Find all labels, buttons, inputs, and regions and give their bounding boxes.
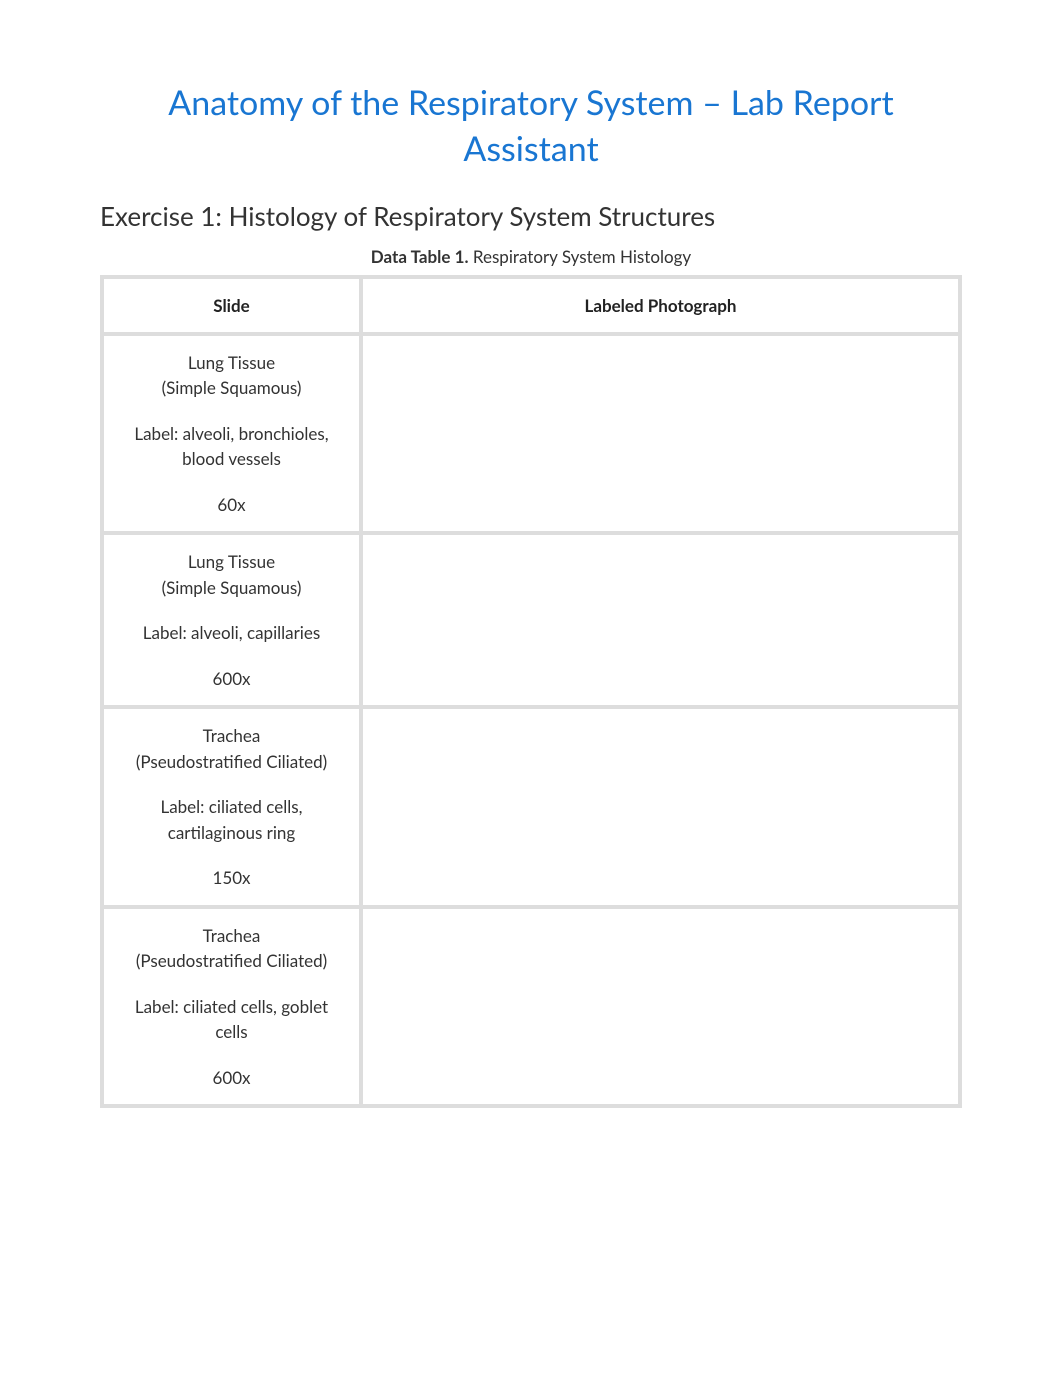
slide-label: Label: ciliated cells, cartilaginous rin…: [124, 794, 339, 845]
column-header-photo: Labeled Photograph: [363, 279, 958, 332]
table-header-row: Slide Labeled Photograph: [104, 279, 958, 332]
slide-label: Label: ciliated cells, goblet cells: [124, 994, 339, 1045]
slide-name: Lung Tissue: [124, 350, 339, 376]
table-caption-rest: Respiratory System Histology: [469, 246, 692, 267]
table-row: Trachea (Pseudostratified Ciliated) Labe…: [104, 709, 958, 905]
table-caption: Data Table 1. Respiratory System Histolo…: [100, 246, 962, 267]
slide-magnification: 150x: [124, 865, 339, 891]
slide-label: Label: alveoli, bronchioles, blood vesse…: [124, 421, 339, 472]
slide-label: Label: alveoli, capillaries: [124, 620, 339, 646]
column-header-slide: Slide: [104, 279, 359, 332]
exercise-heading: Exercise 1: Histology of Respiratory Sys…: [100, 200, 962, 232]
page-title: Anatomy of the Respiratory System – Lab …: [100, 80, 962, 172]
slide-type: (Pseudostratified Ciliated): [124, 749, 339, 775]
slide-cell: Lung Tissue (Simple Squamous) Label: alv…: [104, 535, 359, 705]
photo-cell: [363, 336, 958, 532]
slide-name: Lung Tissue: [124, 549, 339, 575]
table-row: Trachea (Pseudostratified Ciliated) Labe…: [104, 909, 958, 1105]
photo-cell: [363, 909, 958, 1105]
slide-type: (Simple Squamous): [124, 375, 339, 401]
slide-name: Trachea: [124, 723, 339, 749]
data-table: Slide Labeled Photograph Lung Tissue (Si…: [100, 275, 962, 1109]
slide-magnification: 600x: [124, 1065, 339, 1091]
table-caption-bold: Data Table 1.: [371, 246, 469, 267]
slide-cell: Trachea (Pseudostratified Ciliated) Labe…: [104, 709, 359, 905]
table-row: Lung Tissue (Simple Squamous) Label: alv…: [104, 535, 958, 705]
slide-type: (Simple Squamous): [124, 575, 339, 601]
slide-cell: Lung Tissue (Simple Squamous) Label: alv…: [104, 336, 359, 532]
slide-name: Trachea: [124, 923, 339, 949]
slide-type: (Pseudostratified Ciliated): [124, 948, 339, 974]
photo-cell: [363, 709, 958, 905]
slide-cell: Trachea (Pseudostratified Ciliated) Labe…: [104, 909, 359, 1105]
slide-magnification: 60x: [124, 492, 339, 518]
table-row: Lung Tissue (Simple Squamous) Label: alv…: [104, 336, 958, 532]
photo-cell: [363, 535, 958, 705]
slide-magnification: 600x: [124, 666, 339, 692]
